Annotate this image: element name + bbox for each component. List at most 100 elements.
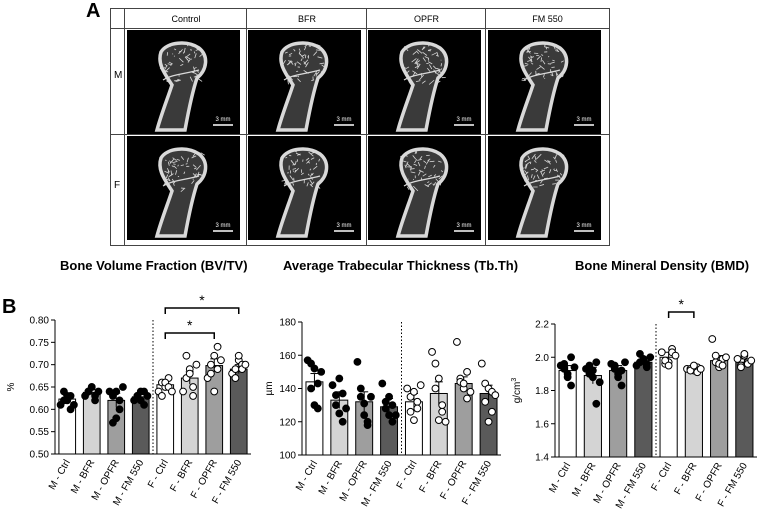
data-point bbox=[737, 363, 745, 372]
data-point bbox=[466, 387, 475, 396]
data-point bbox=[338, 417, 347, 426]
data-point bbox=[434, 416, 443, 424]
data-point bbox=[338, 389, 347, 398]
data-point bbox=[213, 365, 222, 374]
data-point bbox=[567, 381, 575, 390]
data-point bbox=[189, 392, 197, 400]
data-point bbox=[363, 421, 372, 429]
data-point bbox=[210, 351, 219, 360]
data-point bbox=[592, 399, 601, 408]
data-point bbox=[646, 353, 655, 362]
data-point bbox=[342, 404, 350, 413]
category-label: F - Ctrl bbox=[395, 459, 420, 491]
data-point bbox=[335, 409, 344, 418]
y-tick-label: 0.50 bbox=[30, 450, 50, 461]
data-point bbox=[313, 379, 322, 388]
data-point bbox=[696, 364, 705, 373]
data-point bbox=[210, 387, 219, 396]
data-point bbox=[109, 418, 117, 427]
data-point bbox=[595, 378, 604, 387]
data-point bbox=[459, 379, 468, 388]
data-point bbox=[136, 396, 145, 405]
bar-m-bfr bbox=[583, 375, 602, 458]
significance-bracket bbox=[164, 332, 215, 339]
chart-title-tbth: Average Trabecular Thickness (Tb.Th) bbox=[283, 258, 519, 273]
data-point bbox=[711, 351, 720, 360]
data-point bbox=[481, 397, 490, 406]
scale-bar-label: 3 mm bbox=[337, 117, 352, 123]
data-point bbox=[381, 404, 390, 413]
data-point bbox=[463, 367, 471, 376]
data-point bbox=[453, 338, 461, 346]
category-label: F - Ctrl bbox=[146, 458, 171, 490]
data-point bbox=[192, 360, 201, 369]
data-point bbox=[217, 356, 225, 365]
femur-bone-icon bbox=[515, 41, 569, 132]
scale-bar-label: 3 mm bbox=[457, 117, 472, 123]
y-tick-label: 180 bbox=[279, 318, 296, 329]
y-tick-label: 140 bbox=[279, 384, 296, 395]
scale-bar-label: 3 mm bbox=[577, 117, 592, 123]
femur-bone-icon bbox=[154, 41, 208, 132]
data-point bbox=[410, 416, 418, 424]
y-tick-label: 0.80 bbox=[30, 316, 50, 327]
data-point bbox=[740, 350, 749, 358]
data-point bbox=[664, 361, 673, 370]
microct-image-m-bfr: 3 mm bbox=[248, 30, 361, 134]
column-header-bfr: BFR bbox=[298, 14, 316, 24]
y-tick-label: 0.65 bbox=[30, 383, 50, 394]
data-point bbox=[477, 359, 486, 368]
data-point bbox=[328, 381, 337, 390]
femur-bone-icon bbox=[395, 147, 449, 238]
data-point bbox=[70, 400, 78, 409]
significance-marker: * bbox=[187, 317, 193, 333]
data-point bbox=[356, 384, 365, 393]
chart-title-bvtv: Bone Volume Fraction (BV/TV) bbox=[60, 258, 248, 273]
data-point bbox=[179, 387, 187, 396]
y-tick-label: 160 bbox=[279, 351, 296, 362]
data-point bbox=[406, 407, 415, 416]
data-point bbox=[378, 379, 387, 388]
data-point bbox=[588, 366, 597, 375]
y-tick-label: 0.70 bbox=[30, 360, 50, 371]
data-point bbox=[610, 361, 619, 370]
microct-image-grid bbox=[110, 8, 610, 246]
data-point bbox=[621, 358, 629, 367]
data-point bbox=[438, 401, 447, 410]
y-tick-label: 120 bbox=[279, 417, 296, 428]
category-label: M - Ctrl bbox=[547, 461, 573, 495]
scale-bar-label: 3 mm bbox=[457, 223, 472, 229]
data-point bbox=[335, 374, 344, 383]
data-point bbox=[708, 335, 717, 343]
y-tick-label: 0.75 bbox=[30, 338, 50, 349]
data-point bbox=[241, 360, 250, 369]
microct-image-f-fm550: 3 mm bbox=[488, 136, 601, 240]
data-point bbox=[431, 359, 440, 368]
category-label: F - BFR bbox=[417, 459, 444, 495]
bar-m-fm550 bbox=[634, 361, 653, 458]
bar-f-opfr bbox=[710, 360, 729, 458]
data-point bbox=[356, 392, 365, 401]
data-point bbox=[391, 411, 400, 419]
microct-image-m-fm550: 3 mm bbox=[488, 30, 601, 134]
significance-bracket bbox=[164, 307, 240, 314]
data-point bbox=[307, 384, 315, 393]
category-label: M - Ctrl bbox=[294, 459, 320, 493]
bar-f-fm550 bbox=[735, 361, 754, 458]
data-point bbox=[360, 399, 369, 408]
category-label: F - Ctrl bbox=[649, 461, 674, 493]
data-point bbox=[234, 351, 243, 360]
femur-bone-icon bbox=[275, 41, 329, 132]
significance-bracket bbox=[667, 311, 695, 318]
y-tick-label: 0.55 bbox=[30, 427, 50, 438]
data-point bbox=[488, 407, 496, 416]
panel-b-letter: B bbox=[2, 296, 17, 318]
data-point bbox=[115, 396, 124, 405]
data-point bbox=[158, 392, 166, 400]
data-point bbox=[213, 342, 222, 351]
data-point bbox=[313, 404, 322, 413]
data-point bbox=[385, 411, 393, 419]
data-point bbox=[182, 351, 191, 360]
chart-title-bmd: Bone Mineral Density (BMD) bbox=[575, 258, 750, 273]
data-point bbox=[563, 369, 572, 378]
